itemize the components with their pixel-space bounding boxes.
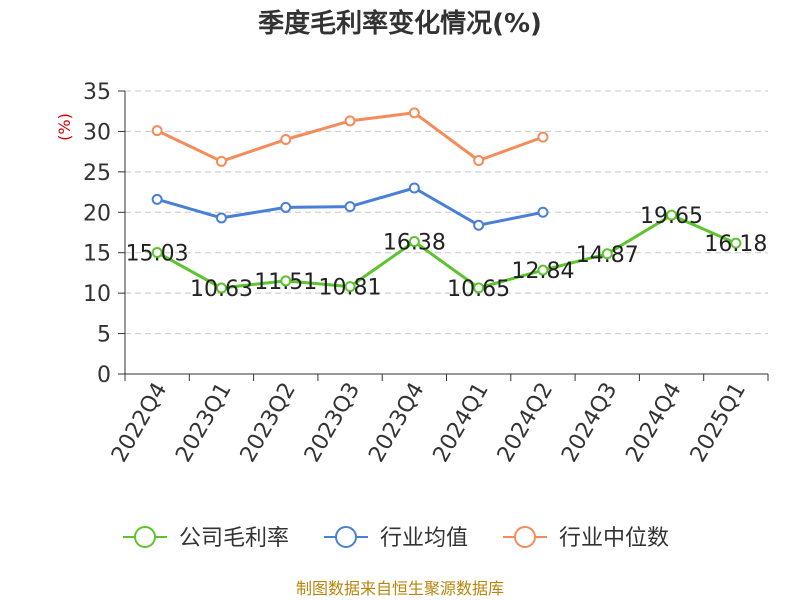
data-point bbox=[408, 107, 420, 119]
data-point bbox=[666, 209, 678, 221]
y-tick-label: 0 bbox=[97, 363, 111, 388]
data-point bbox=[537, 264, 549, 276]
data-label: 10.63 bbox=[190, 277, 253, 302]
data-point bbox=[215, 282, 227, 294]
x-tick-label: 2024Q1 bbox=[429, 379, 494, 467]
source-footer: 制图数据来自恒生聚源数据库 bbox=[296, 579, 504, 598]
data-point bbox=[151, 246, 163, 258]
data-point bbox=[730, 237, 742, 249]
data-label: 16.18 bbox=[704, 232, 767, 257]
gridlines bbox=[125, 90, 768, 335]
y-tick-label: 20 bbox=[83, 201, 111, 226]
x-tick-label: 2022Q4 bbox=[107, 379, 172, 467]
data-point bbox=[215, 212, 227, 224]
data-point bbox=[601, 248, 613, 260]
data-point bbox=[408, 236, 420, 248]
legend-label: 行业中位数 bbox=[559, 526, 669, 551]
data-point bbox=[537, 131, 549, 143]
x-tick-label: 2023Q2 bbox=[236, 379, 301, 467]
x-tick-labels: 2022Q42023Q12023Q22023Q32023Q42024Q12024… bbox=[107, 379, 751, 467]
x-tick-label: 2023Q3 bbox=[300, 379, 365, 467]
y-tick-label: 10 bbox=[83, 282, 111, 307]
data-point bbox=[280, 201, 292, 213]
data-point bbox=[280, 275, 292, 287]
x-tick-label: 2025Q1 bbox=[686, 379, 751, 467]
x-tick-label: 2023Q4 bbox=[364, 379, 429, 467]
data-point bbox=[473, 155, 485, 167]
legend-label: 公司毛利率 bbox=[179, 526, 289, 551]
y-tick-label: 25 bbox=[83, 161, 111, 186]
legend: 公司毛利率 行业均值 行业中位数 bbox=[123, 526, 669, 551]
axes bbox=[118, 90, 769, 381]
y-tick-label: 30 bbox=[83, 120, 111, 145]
data-point bbox=[344, 201, 356, 213]
data-label: 19.65 bbox=[640, 204, 703, 229]
data-label: 10.65 bbox=[447, 277, 510, 302]
data-point bbox=[344, 115, 356, 127]
data-label: 15.03 bbox=[126, 241, 189, 266]
data-point bbox=[408, 182, 420, 194]
chart-title: 季度毛利率变化情况(%) bbox=[258, 8, 542, 39]
data-label: 12.84 bbox=[511, 259, 574, 284]
legend-marker bbox=[514, 526, 536, 548]
data-label: 14.87 bbox=[576, 243, 639, 268]
y-tick-label: 35 bbox=[83, 80, 111, 105]
data-label: 16.38 bbox=[383, 231, 446, 256]
data-point bbox=[537, 206, 549, 218]
data-label: 10.81 bbox=[319, 276, 382, 301]
data-point bbox=[473, 219, 485, 231]
x-tick-label: 2023Q1 bbox=[171, 379, 236, 467]
legend-marker bbox=[134, 526, 156, 548]
data-point bbox=[344, 281, 356, 293]
x-tick-label: 2024Q2 bbox=[493, 379, 558, 467]
series-line bbox=[156, 213, 737, 290]
y-tick-labels: 0 5 10 15 20 25 30 35 bbox=[83, 80, 111, 388]
x-tick-label: 2024Q3 bbox=[557, 379, 622, 467]
x-tick-label: 2024Q4 bbox=[621, 379, 686, 467]
data-point bbox=[151, 193, 163, 205]
data-point bbox=[473, 282, 485, 294]
data-point bbox=[280, 134, 292, 146]
legend-label: 行业均值 bbox=[380, 526, 468, 551]
y-tick-label: 15 bbox=[83, 242, 111, 267]
data-label: 11.51 bbox=[254, 270, 317, 295]
legend-marker bbox=[335, 526, 357, 548]
data-point bbox=[215, 155, 227, 167]
y-tick-label: 5 bbox=[97, 323, 111, 348]
series-lines bbox=[151, 107, 742, 294]
data-point bbox=[151, 125, 163, 137]
y-axis-label: (%) bbox=[55, 113, 74, 141]
